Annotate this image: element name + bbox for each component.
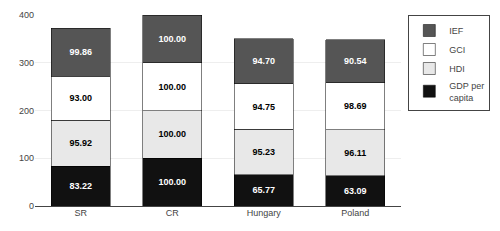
svg-text:100.00: 100.00	[158, 34, 186, 44]
svg-text:90.54: 90.54	[344, 56, 367, 66]
svg-text:99.86: 99.86	[69, 47, 92, 57]
svg-text:98.69: 98.69	[344, 101, 367, 111]
svg-text:65.77: 65.77	[252, 185, 275, 195]
svg-text:Hungary: Hungary	[247, 208, 282, 218]
svg-text:63.09: 63.09	[344, 186, 367, 196]
svg-text:95.23: 95.23	[252, 147, 275, 157]
svg-text:SR: SR	[74, 208, 87, 218]
svg-text:300: 300	[19, 58, 34, 68]
svg-text:96.11: 96.11	[344, 148, 366, 158]
svg-text:95.92: 95.92	[69, 138, 92, 148]
svg-text:200: 200	[19, 106, 34, 116]
svg-text:Poland: Poland	[341, 208, 369, 218]
svg-text:93.00: 93.00	[69, 93, 92, 103]
svg-text:400: 400	[19, 10, 34, 20]
svg-text:100.00: 100.00	[158, 82, 186, 92]
svg-text:94.75: 94.75	[252, 102, 275, 112]
svg-text:GDP percapita: GDP percapita	[449, 81, 484, 103]
svg-text:100: 100	[19, 153, 34, 163]
svg-text:GCI: GCI	[449, 45, 465, 55]
svg-text:IEF: IEF	[449, 26, 464, 36]
svg-text:100.00: 100.00	[158, 177, 186, 187]
svg-text:CR: CR	[166, 208, 179, 218]
svg-text:94.70: 94.70	[252, 56, 275, 66]
svg-text:HDI: HDI	[449, 64, 465, 74]
svg-text:83.22: 83.22	[69, 181, 92, 191]
svg-text:100.00: 100.00	[158, 129, 186, 139]
svg-text:0: 0	[29, 201, 34, 211]
